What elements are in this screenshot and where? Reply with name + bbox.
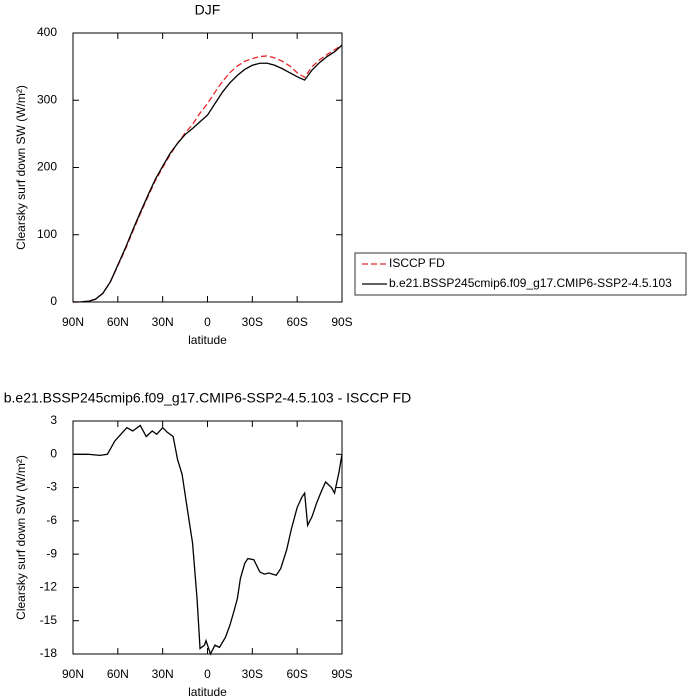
y-tick-label: -3 bbox=[46, 480, 57, 494]
y-tick-label: 0 bbox=[50, 294, 57, 308]
x-tick-label: 90S bbox=[331, 667, 352, 681]
x-axis-label: latitude bbox=[188, 685, 227, 699]
chart-title: DJF bbox=[195, 2, 221, 18]
y-tick-label: 200 bbox=[37, 160, 57, 174]
x-tick-label: 90S bbox=[331, 315, 352, 329]
x-tick-label: 30S bbox=[242, 315, 263, 329]
x-tick-label: 90N bbox=[62, 667, 84, 681]
y-tick-label: 100 bbox=[37, 227, 57, 241]
y-tick-label: -6 bbox=[46, 513, 57, 527]
x-tick-label: 60N bbox=[107, 315, 129, 329]
y-tick-label: 300 bbox=[37, 92, 57, 106]
series-line bbox=[72, 44, 343, 303]
x-tick-label: 60N bbox=[107, 667, 129, 681]
x-tick-label: 0 bbox=[204, 667, 211, 681]
x-tick-label: 30N bbox=[152, 315, 174, 329]
y-tick-label: 3 bbox=[50, 413, 57, 427]
legend-label: ISCCP FD bbox=[389, 256, 445, 270]
y-axis-label: Clearsky surf down SW (W/m²) bbox=[14, 85, 28, 250]
x-tick-label: 60S bbox=[286, 667, 307, 681]
series-line bbox=[73, 424, 343, 656]
x-tick-label: 30S bbox=[242, 667, 263, 681]
legend-label: b.e21.BSSP245cmip6.f09_g17.CMIP6-SSP2-4.… bbox=[389, 276, 672, 290]
series-line bbox=[72, 44, 343, 303]
x-tick-label: 90N bbox=[62, 315, 84, 329]
y-tick-label: -15 bbox=[40, 613, 58, 627]
y-tick-label: -12 bbox=[40, 580, 58, 594]
legend-box bbox=[354, 252, 687, 296]
y-axis-label: Clearsky surf down SW (W/m²) bbox=[14, 455, 28, 620]
chart-title: b.e21.BSSP245cmip6.f09_g17.CMIP6-SSP2-4.… bbox=[4, 390, 412, 406]
x-tick-label: 30N bbox=[152, 667, 174, 681]
plot-frame bbox=[72, 420, 343, 655]
plot-frame bbox=[72, 32, 343, 303]
x-axis-label: latitude bbox=[188, 333, 227, 347]
y-tick-label: 400 bbox=[37, 25, 57, 39]
x-tick-label: 60S bbox=[286, 315, 307, 329]
y-tick-label: -18 bbox=[40, 646, 58, 660]
y-tick-label: 0 bbox=[50, 446, 57, 460]
x-tick-label: 0 bbox=[204, 315, 211, 329]
y-tick-label: -9 bbox=[46, 546, 57, 560]
